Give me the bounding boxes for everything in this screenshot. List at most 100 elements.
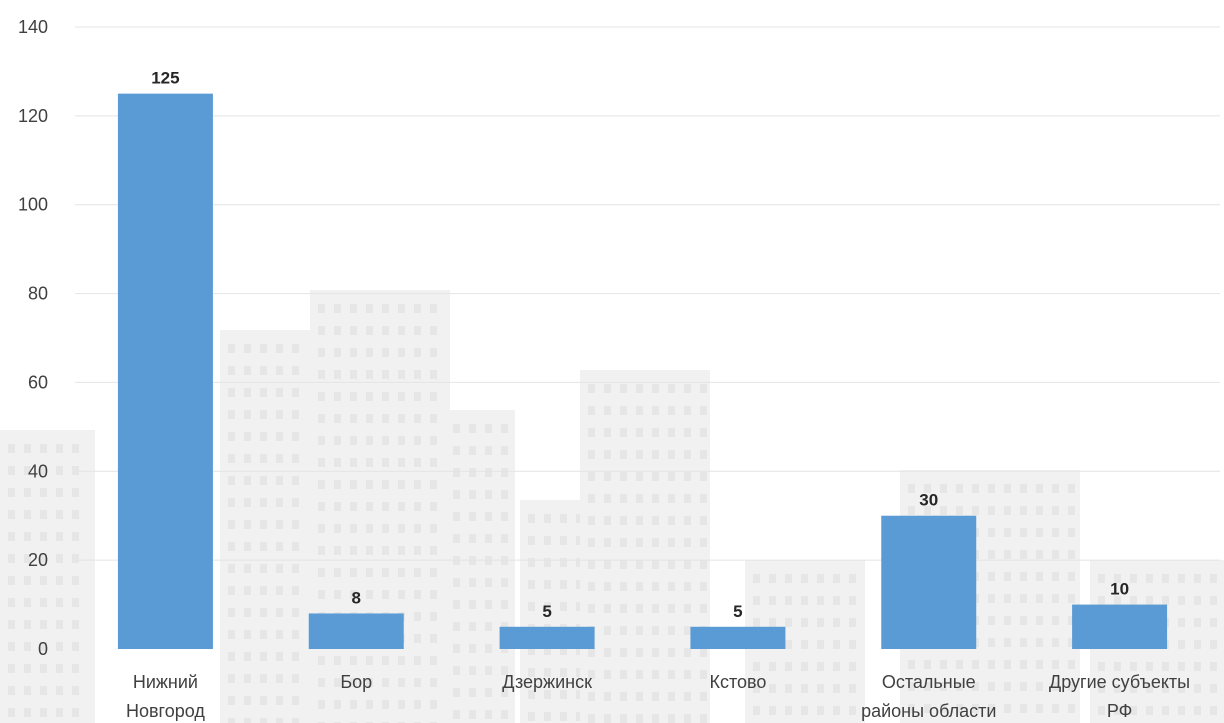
background-window <box>769 596 776 605</box>
background-window <box>988 682 995 691</box>
background-window <box>318 348 325 357</box>
background-window <box>398 568 405 577</box>
background-buildings <box>0 290 1224 723</box>
background-window <box>1178 662 1185 671</box>
background-window <box>560 514 567 523</box>
background-window <box>334 370 341 379</box>
background-window <box>366 502 373 511</box>
background-window <box>414 304 421 313</box>
background-window <box>24 444 31 453</box>
background-window <box>1068 594 1075 603</box>
background-window <box>430 546 437 555</box>
background-window <box>576 514 583 523</box>
background-window <box>1052 528 1059 537</box>
background-window <box>469 710 476 719</box>
background-window <box>988 572 995 581</box>
background-window <box>430 370 437 379</box>
background-window <box>469 666 476 675</box>
background-window <box>56 642 63 651</box>
background-window <box>56 510 63 519</box>
background-window <box>24 642 31 651</box>
background-window <box>908 704 915 713</box>
background-window <box>398 656 405 665</box>
background-window <box>228 542 235 551</box>
background-window <box>684 384 691 393</box>
background-window <box>24 708 31 717</box>
background-window <box>972 506 979 515</box>
background-window <box>350 348 357 357</box>
background-window <box>588 538 595 547</box>
background-window <box>292 608 299 617</box>
background-window <box>988 594 995 603</box>
background-window <box>366 524 373 533</box>
background-window <box>292 476 299 485</box>
x-category-label: Нижний <box>133 672 198 692</box>
background-window <box>228 344 235 353</box>
background-window <box>652 406 659 415</box>
background-window <box>652 626 659 635</box>
background-window <box>24 576 31 585</box>
background-window <box>430 590 437 599</box>
background-window <box>485 534 492 543</box>
background-window <box>318 480 325 489</box>
background-window <box>366 392 373 401</box>
background-window <box>260 432 267 441</box>
background-window <box>1068 506 1075 515</box>
background-window <box>469 424 476 433</box>
background-window <box>1210 684 1217 693</box>
background-window <box>366 326 373 335</box>
y-tick-label: 100 <box>18 195 48 215</box>
background-window <box>988 638 995 647</box>
background-window <box>588 670 595 679</box>
x-category-label: Бор <box>340 672 372 692</box>
background-window <box>1020 484 1027 493</box>
background-window <box>485 622 492 631</box>
background-window <box>833 640 840 649</box>
background-window <box>350 656 357 665</box>
background-window <box>398 436 405 445</box>
background-window <box>228 652 235 661</box>
background-window <box>430 634 437 643</box>
background-window <box>430 568 437 577</box>
background-window <box>1162 706 1169 715</box>
background-window <box>817 706 824 715</box>
background-window <box>260 410 267 419</box>
background-window <box>668 626 675 635</box>
background-window <box>1146 596 1153 605</box>
y-tick-label: 140 <box>18 17 48 37</box>
background-window <box>684 428 691 437</box>
background-window <box>334 590 341 599</box>
background-window <box>350 700 357 709</box>
background-window <box>636 406 643 415</box>
background-window <box>652 714 659 723</box>
background-window <box>292 366 299 375</box>
background-window <box>1068 704 1075 713</box>
background-window <box>276 410 283 419</box>
background-window <box>8 532 15 541</box>
background-window <box>398 524 405 533</box>
data-label: 10 <box>1110 580 1129 599</box>
background-window <box>318 326 325 335</box>
background-window <box>292 344 299 353</box>
background-window <box>636 582 643 591</box>
y-tick-label: 120 <box>18 106 48 126</box>
background-window <box>684 450 691 459</box>
background-window <box>588 648 595 657</box>
background-window <box>940 660 947 669</box>
background-window <box>1114 596 1121 605</box>
background-window <box>1036 616 1043 625</box>
background-window <box>620 494 627 503</box>
background-window <box>544 646 551 655</box>
background-window <box>453 600 460 609</box>
background-window <box>1210 640 1217 649</box>
data-label: 30 <box>919 491 938 510</box>
background-window <box>668 406 675 415</box>
background-window <box>801 574 808 583</box>
background-window <box>350 678 357 687</box>
background-window <box>276 520 283 529</box>
background-window <box>668 516 675 525</box>
background-window <box>334 348 341 357</box>
background-window <box>1114 684 1121 693</box>
background-window <box>560 646 567 655</box>
background-window <box>620 626 627 635</box>
